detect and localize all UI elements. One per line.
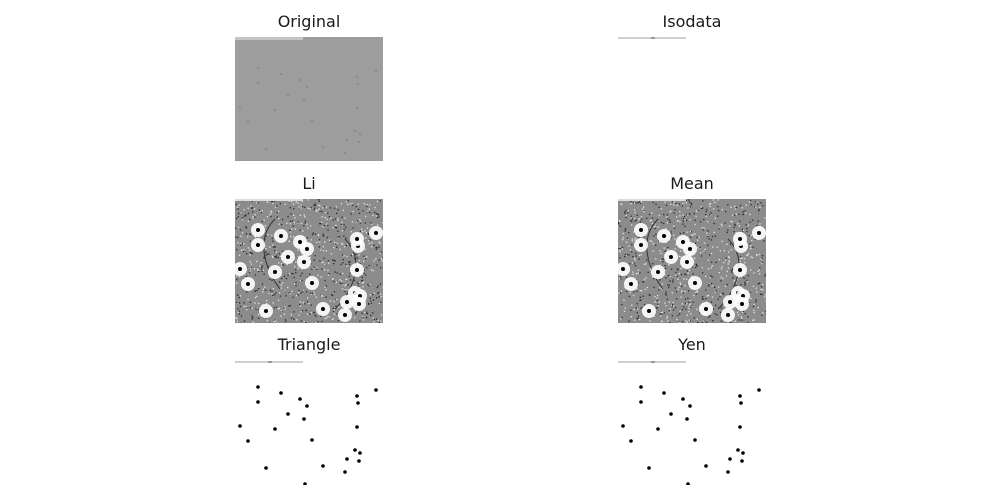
panel-original bbox=[235, 37, 383, 161]
triangle-image bbox=[235, 361, 383, 485]
title-mean: Mean bbox=[670, 174, 714, 193]
yen-image bbox=[618, 361, 766, 485]
title-li: Li bbox=[302, 174, 316, 193]
isodata-image bbox=[618, 37, 766, 161]
panel-yen bbox=[618, 361, 766, 485]
title-original: Original bbox=[277, 12, 341, 31]
panel-mean bbox=[618, 199, 766, 323]
mean-image bbox=[618, 199, 766, 323]
panel-li bbox=[235, 199, 383, 323]
li-image bbox=[235, 199, 383, 323]
panel-isodata bbox=[618, 37, 766, 161]
title-isodata: Isodata bbox=[662, 12, 722, 31]
panel-triangle bbox=[235, 361, 383, 485]
title-yen: Yen bbox=[678, 335, 706, 354]
title-triangle: Triangle bbox=[277, 335, 341, 354]
original-image bbox=[235, 37, 383, 161]
